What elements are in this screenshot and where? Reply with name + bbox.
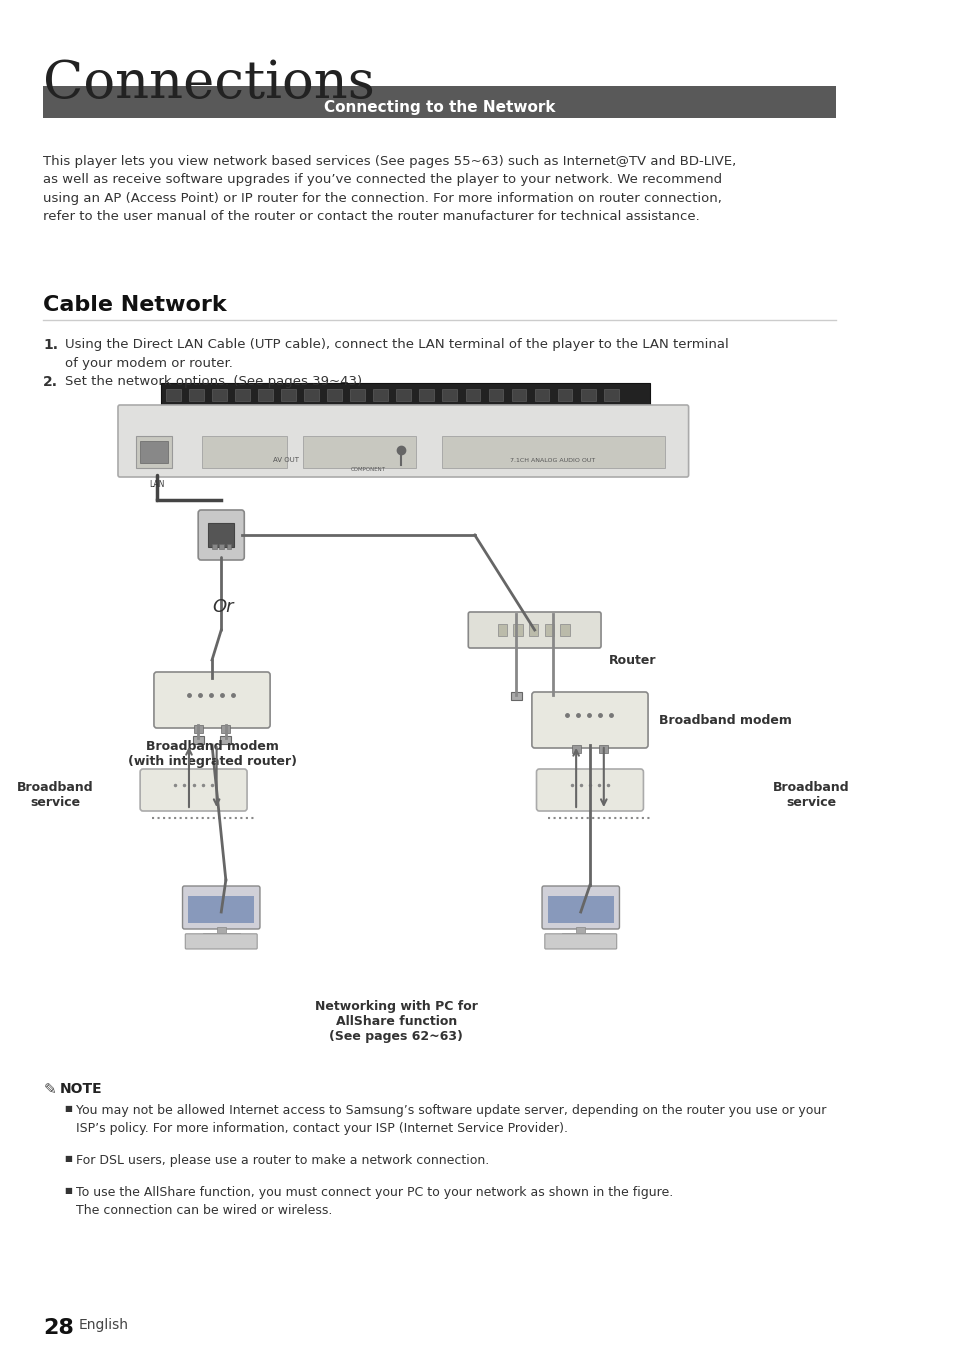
- Bar: [511, 389, 526, 401]
- Bar: [395, 389, 411, 401]
- Bar: [442, 389, 456, 401]
- FancyBboxPatch shape: [161, 383, 649, 408]
- Bar: [304, 389, 318, 401]
- Text: This player lets you view network based services (See pages 55~63) such as Inter: This player lets you view network based …: [43, 154, 736, 223]
- FancyBboxPatch shape: [182, 886, 259, 929]
- Text: Connections: Connections: [43, 58, 375, 110]
- Text: You may not be allowed Internet access to Samsung’s software update server, depe: You may not be allowed Internet access t…: [75, 1104, 825, 1135]
- Text: Router: Router: [608, 654, 656, 666]
- Text: Or: Or: [212, 598, 233, 616]
- FancyBboxPatch shape: [544, 934, 616, 949]
- Bar: [212, 544, 216, 548]
- Bar: [221, 724, 231, 733]
- Bar: [561, 933, 598, 937]
- Text: ✎: ✎: [43, 1082, 56, 1097]
- Text: 7.1CH ANALOG AUDIO OUT: 7.1CH ANALOG AUDIO OUT: [510, 458, 595, 463]
- Bar: [465, 389, 479, 401]
- Text: For DSL users, please use a router to make a network connection.: For DSL users, please use a router to ma…: [75, 1154, 488, 1167]
- FancyBboxPatch shape: [532, 692, 647, 747]
- Bar: [327, 389, 341, 401]
- FancyBboxPatch shape: [536, 769, 642, 811]
- FancyBboxPatch shape: [43, 87, 835, 118]
- Bar: [373, 389, 388, 401]
- Bar: [497, 624, 506, 636]
- Bar: [576, 927, 585, 936]
- Text: 2.: 2.: [43, 375, 58, 389]
- FancyBboxPatch shape: [468, 612, 600, 649]
- Text: AV OUT: AV OUT: [273, 458, 298, 463]
- FancyBboxPatch shape: [303, 436, 416, 468]
- Bar: [513, 624, 522, 636]
- FancyBboxPatch shape: [198, 510, 244, 561]
- Text: Cable Network: Cable Network: [43, 295, 227, 315]
- Bar: [227, 544, 232, 548]
- Bar: [547, 692, 558, 700]
- Bar: [234, 389, 250, 401]
- Bar: [419, 389, 434, 401]
- Text: 1.: 1.: [43, 338, 58, 352]
- Bar: [212, 389, 227, 401]
- Bar: [220, 737, 232, 743]
- FancyBboxPatch shape: [118, 405, 688, 477]
- Bar: [488, 389, 503, 401]
- Bar: [281, 389, 295, 401]
- Bar: [258, 389, 273, 401]
- FancyBboxPatch shape: [153, 672, 270, 728]
- Bar: [203, 933, 239, 937]
- Bar: [510, 692, 521, 700]
- Text: To use the AllShare function, you must connect your PC to your network as shown : To use the AllShare function, you must c…: [75, 1186, 672, 1217]
- Bar: [603, 389, 618, 401]
- Bar: [558, 389, 572, 401]
- Bar: [544, 624, 554, 636]
- Bar: [571, 745, 580, 753]
- Text: NOTE: NOTE: [60, 1082, 102, 1095]
- Text: 28: 28: [43, 1317, 74, 1338]
- Bar: [350, 389, 365, 401]
- FancyBboxPatch shape: [441, 436, 664, 468]
- Bar: [598, 745, 608, 753]
- Text: Connecting to the Network: Connecting to the Network: [324, 100, 555, 115]
- Text: Using the Direct LAN Cable (UTP cable), connect the LAN terminal of the player t: Using the Direct LAN Cable (UTP cable), …: [65, 338, 727, 370]
- Text: LAN: LAN: [149, 481, 164, 489]
- FancyBboxPatch shape: [541, 886, 618, 929]
- Text: ■: ■: [65, 1186, 72, 1196]
- Bar: [219, 544, 224, 548]
- Bar: [529, 624, 537, 636]
- FancyBboxPatch shape: [140, 769, 247, 811]
- FancyBboxPatch shape: [135, 436, 172, 468]
- Bar: [189, 389, 204, 401]
- FancyBboxPatch shape: [185, 934, 257, 949]
- Bar: [188, 896, 254, 923]
- Bar: [166, 389, 180, 401]
- Bar: [580, 389, 595, 401]
- Bar: [193, 724, 203, 733]
- Bar: [208, 523, 233, 547]
- Text: Broadband modem: Broadband modem: [659, 714, 791, 727]
- Text: ■: ■: [65, 1154, 72, 1163]
- Bar: [193, 737, 204, 743]
- Bar: [547, 896, 614, 923]
- Text: Broadband
service: Broadband service: [17, 781, 93, 808]
- Bar: [559, 624, 569, 636]
- Text: Set the network options. (See pages 39~43): Set the network options. (See pages 39~4…: [65, 375, 361, 389]
- Text: Networking with PC for
AllShare function
(See pages 62~63): Networking with PC for AllShare function…: [314, 1001, 477, 1043]
- FancyBboxPatch shape: [202, 436, 287, 468]
- Text: Broadband modem
(with integrated router): Broadband modem (with integrated router): [128, 741, 296, 768]
- Text: ■: ■: [65, 1104, 72, 1113]
- Text: COMPONENT: COMPONENT: [351, 467, 386, 473]
- Text: Broadband
service: Broadband service: [772, 781, 848, 808]
- Text: English: English: [78, 1317, 129, 1332]
- Bar: [534, 389, 549, 401]
- Bar: [216, 927, 226, 936]
- Bar: [140, 441, 168, 463]
